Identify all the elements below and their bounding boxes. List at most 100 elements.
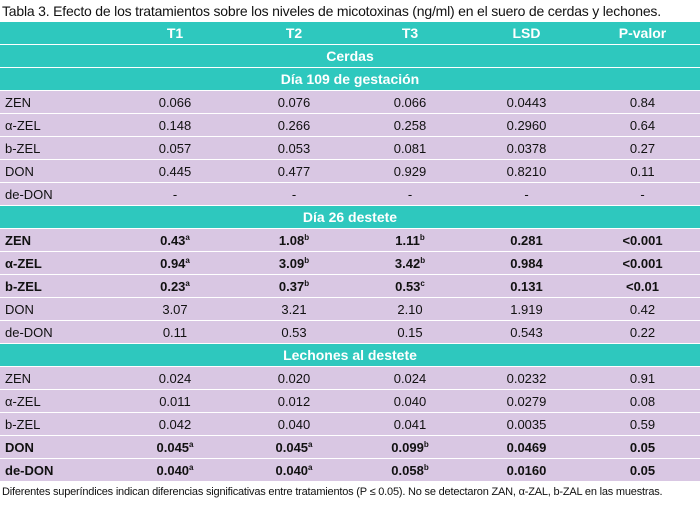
p-value-cell: 0.05 (585, 435, 700, 459)
mycotoxin-label: ZEN (5, 232, 31, 248)
t3-value: 0.058 (391, 462, 424, 478)
t3-value-cell: 0.040 (352, 389, 468, 413)
lsd-value: 0.984 (510, 255, 543, 271)
lsd-cell: 0.0035 (468, 412, 585, 436)
t2-value-cell: 0.053 (236, 136, 352, 160)
lsd-value: 0.543 (510, 324, 543, 340)
t3-value: 0.258 (393, 117, 427, 133)
p-value-cell: <0.001 (585, 228, 700, 252)
t3-value-cell: 2.10 (352, 297, 468, 321)
lsd-value: 0.0469 (506, 439, 547, 455)
t1-value: 0.43 (160, 232, 186, 248)
significance-superscript: b (423, 439, 429, 449)
p-value-cell: - (585, 182, 700, 206)
mycotoxin-label: b-ZEL (5, 140, 41, 156)
t3-value-cell: 0.058b (352, 458, 468, 482)
t3-value-cell: 0.041 (352, 412, 468, 436)
significance-superscript: b (304, 232, 310, 242)
p-value: 0.84 (629, 94, 656, 110)
mycotoxin-name: b-ZEL (0, 412, 114, 436)
section-header-row: Día 26 destete (0, 205, 700, 229)
p-value-cell: 0.64 (585, 113, 700, 137)
mycotoxin-name: DON (0, 297, 114, 321)
t3-value: 3.42 (394, 255, 421, 271)
t2-value: 0.012 (277, 393, 311, 409)
lsd-cell: 0.0378 (468, 136, 585, 160)
t3-value: 0.066 (393, 94, 427, 110)
lsd-cell: 1.919 (468, 297, 585, 321)
mycotoxin-name: ZEN (0, 90, 114, 114)
significance-superscript: a (308, 439, 313, 449)
mycotoxin-label: DON (5, 439, 34, 455)
t2-value: 0.053 (277, 140, 311, 156)
table-footnote: Diferentes superíndices indican diferenc… (2, 486, 663, 498)
t1-value-cell: 0.045a (114, 435, 236, 459)
t1-value: 0.066 (158, 94, 192, 110)
mycotoxin-name: DON (0, 159, 114, 183)
column-header: LSD (468, 22, 585, 45)
t1-value: 0.011 (159, 393, 191, 409)
lsd-cell: 0.8210 (468, 159, 585, 183)
p-value: 0.91 (629, 370, 656, 386)
table-row: DON 0.045a 0.045a 0.099b 0.0469 0.05 (0, 435, 700, 459)
p-value: 0.11 (630, 163, 655, 179)
mycotoxin-name: ZEN (0, 366, 114, 390)
lsd-cell: 0.0443 (468, 90, 585, 114)
group-title-row: Cerdas (0, 44, 700, 68)
t2-value-cell: 1.08b (236, 228, 352, 252)
t3-value-cell: 0.258 (352, 113, 468, 137)
mycotoxin-label: b-ZEL (5, 278, 42, 294)
section-title: Día 109 de gestación (0, 67, 700, 91)
t1-value: 0.042 (158, 416, 192, 432)
t1-value-cell: 0.23a (114, 274, 236, 298)
mycotoxin-name: α-ZEL (0, 251, 114, 275)
t1-value-cell: 0.94a (114, 251, 236, 275)
t2-value-cell: 3.09b (236, 251, 352, 275)
mycotoxin-name: DON (0, 435, 114, 459)
lsd-value: - (524, 186, 529, 202)
lsd-cell: 0.0160 (468, 458, 585, 482)
t1-value: 3.07 (162, 301, 188, 317)
mycotoxin-table: T1 T2 T3 LSD P-valor Cerdas Día 109 de g… (0, 22, 700, 482)
p-value-cell: 0.91 (585, 366, 700, 390)
t3-value-cell: 1.11b (352, 228, 468, 252)
mycotoxin-label: de-DON (5, 324, 53, 340)
t3-value-cell: - (352, 182, 468, 206)
t3-value: 0.099 (391, 439, 424, 455)
p-value: 0.05 (629, 439, 656, 455)
t2-value: 0.53 (281, 324, 307, 340)
t1-value: 0.23 (160, 278, 186, 294)
t2-value: 3.21 (281, 301, 307, 317)
t1-value-cell: 0.024 (114, 366, 236, 390)
t1-value: 0.11 (162, 324, 188, 340)
p-value: 0.27 (629, 140, 656, 156)
mycotoxin-label: α-ZEL (5, 393, 41, 409)
p-value-cell: <0.001 (585, 251, 700, 275)
significance-superscript: b (304, 278, 310, 288)
p-value: 0.42 (629, 301, 656, 317)
p-value-cell: 0.11 (585, 159, 700, 183)
t3-value: 0.53 (395, 278, 421, 294)
significance-superscript: a (185, 278, 190, 288)
p-value: <0.001 (622, 255, 663, 271)
t1-value: 0.040 (156, 462, 190, 478)
mycotoxin-name: de-DON (0, 182, 114, 206)
t2-value: 0.477 (277, 163, 311, 179)
significance-superscript: b (304, 255, 310, 265)
t3-value-cell: 0.066 (352, 90, 468, 114)
mycotoxin-label: DON (5, 301, 34, 317)
t1-value: 0.445 (158, 163, 192, 179)
table-row: b-ZEL 0.23a 0.37b 0.53c 0.131 <0.01 (0, 274, 700, 298)
mycotoxin-name: de-DON (0, 320, 114, 344)
t2-value-cell: - (236, 182, 352, 206)
lsd-value: 0.0160 (506, 462, 547, 478)
t2-value-cell: 0.076 (236, 90, 352, 114)
t1-value-cell: 0.445 (114, 159, 236, 183)
p-value: 0.64 (629, 117, 656, 133)
t1-value: 0.148 (158, 117, 192, 133)
table-row: ZEN 0.43a 1.08b 1.11b 0.281 <0.001 (0, 228, 700, 252)
t1-value: 0.94 (160, 255, 186, 271)
mycotoxin-name: de-DON (0, 458, 114, 482)
lsd-cell: 0.543 (468, 320, 585, 344)
p-value-cell: 0.22 (585, 320, 700, 344)
